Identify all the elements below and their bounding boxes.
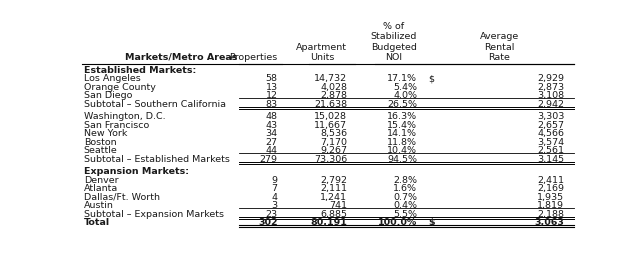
Text: 7,170: 7,170 — [321, 138, 348, 147]
Text: Los Angeles: Los Angeles — [84, 74, 141, 83]
Text: 6,885: 6,885 — [321, 210, 348, 219]
Text: 4,566: 4,566 — [538, 129, 564, 138]
Text: 27: 27 — [266, 138, 278, 147]
Text: Markets/Metro Areas: Markets/Metro Areas — [125, 53, 237, 62]
Text: 2,188: 2,188 — [538, 210, 564, 219]
Text: 21,638: 21,638 — [314, 100, 348, 109]
Text: Austin: Austin — [84, 201, 114, 210]
Text: 2,169: 2,169 — [538, 184, 564, 193]
Text: 44: 44 — [266, 146, 278, 155]
Text: San Francisco: San Francisco — [84, 121, 149, 130]
Text: 16.3%: 16.3% — [387, 112, 417, 121]
Text: 23: 23 — [266, 210, 278, 219]
Text: 1,819: 1,819 — [538, 201, 564, 210]
Text: 3,063: 3,063 — [534, 218, 564, 227]
Text: 1,935: 1,935 — [537, 193, 564, 202]
Text: 1,241: 1,241 — [321, 193, 348, 202]
Text: 4: 4 — [271, 193, 278, 202]
Text: 15.4%: 15.4% — [387, 121, 417, 130]
Text: Atlanta: Atlanta — [84, 184, 118, 193]
Text: 2,411: 2,411 — [538, 176, 564, 185]
Text: Subtotal – Expansion Markets: Subtotal – Expansion Markets — [84, 210, 224, 219]
Text: 2.8%: 2.8% — [393, 176, 417, 185]
Text: 3,303: 3,303 — [537, 112, 564, 121]
Text: Properties: Properties — [229, 53, 278, 62]
Text: 5.4%: 5.4% — [393, 83, 417, 92]
Text: 13: 13 — [266, 83, 278, 92]
Text: Boston: Boston — [84, 138, 116, 147]
Text: Average
Rental
Rate: Average Rental Rate — [479, 32, 519, 62]
Text: 15,028: 15,028 — [314, 112, 348, 121]
Text: $: $ — [428, 218, 435, 227]
Text: 4,028: 4,028 — [321, 83, 348, 92]
Text: 26.5%: 26.5% — [387, 100, 417, 109]
Text: 48: 48 — [266, 112, 278, 121]
Text: 100.0%: 100.0% — [378, 218, 417, 227]
Text: New York: New York — [84, 129, 127, 138]
Text: 58: 58 — [266, 74, 278, 83]
Text: Subtotal – Established Markets: Subtotal – Established Markets — [84, 155, 230, 164]
Text: Orange County: Orange County — [84, 83, 156, 92]
Text: 3,108: 3,108 — [537, 91, 564, 100]
Text: 3: 3 — [271, 201, 278, 210]
Text: Denver: Denver — [84, 176, 118, 185]
Text: 2,111: 2,111 — [321, 184, 348, 193]
Text: 2,792: 2,792 — [321, 176, 348, 185]
Text: 80,191: 80,191 — [310, 218, 348, 227]
Text: 2,873: 2,873 — [537, 83, 564, 92]
Text: 2,561: 2,561 — [538, 146, 564, 155]
Text: 11,667: 11,667 — [314, 121, 348, 130]
Text: 5.5%: 5.5% — [393, 210, 417, 219]
Text: 17.1%: 17.1% — [387, 74, 417, 83]
Text: $: $ — [428, 74, 434, 83]
Text: Subtotal – Southern California: Subtotal – Southern California — [84, 100, 226, 109]
Text: 14,732: 14,732 — [314, 74, 348, 83]
Text: San Diego: San Diego — [84, 91, 132, 100]
Text: 14.1%: 14.1% — [387, 129, 417, 138]
Text: 34: 34 — [266, 129, 278, 138]
Text: 83: 83 — [266, 100, 278, 109]
Text: 3,145: 3,145 — [537, 155, 564, 164]
Text: 8,536: 8,536 — [320, 129, 348, 138]
Text: 2,929: 2,929 — [538, 74, 564, 83]
Text: 9,267: 9,267 — [321, 146, 348, 155]
Text: 0.4%: 0.4% — [393, 201, 417, 210]
Text: 2,942: 2,942 — [538, 100, 564, 109]
Text: 1.6%: 1.6% — [393, 184, 417, 193]
Text: Seattle: Seattle — [84, 146, 118, 155]
Text: 2,878: 2,878 — [321, 91, 348, 100]
Text: 11.8%: 11.8% — [387, 138, 417, 147]
Text: 302: 302 — [258, 218, 278, 227]
Text: Total: Total — [84, 218, 110, 227]
Text: 279: 279 — [260, 155, 278, 164]
Text: 741: 741 — [330, 201, 348, 210]
Text: 43: 43 — [266, 121, 278, 130]
Text: 3,574: 3,574 — [537, 138, 564, 147]
Text: 9: 9 — [271, 176, 278, 185]
Text: Apartment
Units: Apartment Units — [296, 43, 348, 62]
Text: Established Markets:: Established Markets: — [84, 66, 196, 75]
Text: % of
Stabilized
Budgeted
NOI: % of Stabilized Budgeted NOI — [371, 22, 417, 62]
Text: Expansion Markets:: Expansion Markets: — [84, 167, 189, 177]
Text: Dallas/Ft. Worth: Dallas/Ft. Worth — [84, 193, 160, 202]
Text: 7: 7 — [271, 184, 278, 193]
Text: 4.0%: 4.0% — [393, 91, 417, 100]
Text: 94.5%: 94.5% — [387, 155, 417, 164]
Text: 12: 12 — [266, 91, 278, 100]
Text: Washington, D.C.: Washington, D.C. — [84, 112, 166, 121]
Text: 73,306: 73,306 — [314, 155, 348, 164]
Text: 10.4%: 10.4% — [387, 146, 417, 155]
Text: 2,657: 2,657 — [538, 121, 564, 130]
Text: 0.7%: 0.7% — [393, 193, 417, 202]
